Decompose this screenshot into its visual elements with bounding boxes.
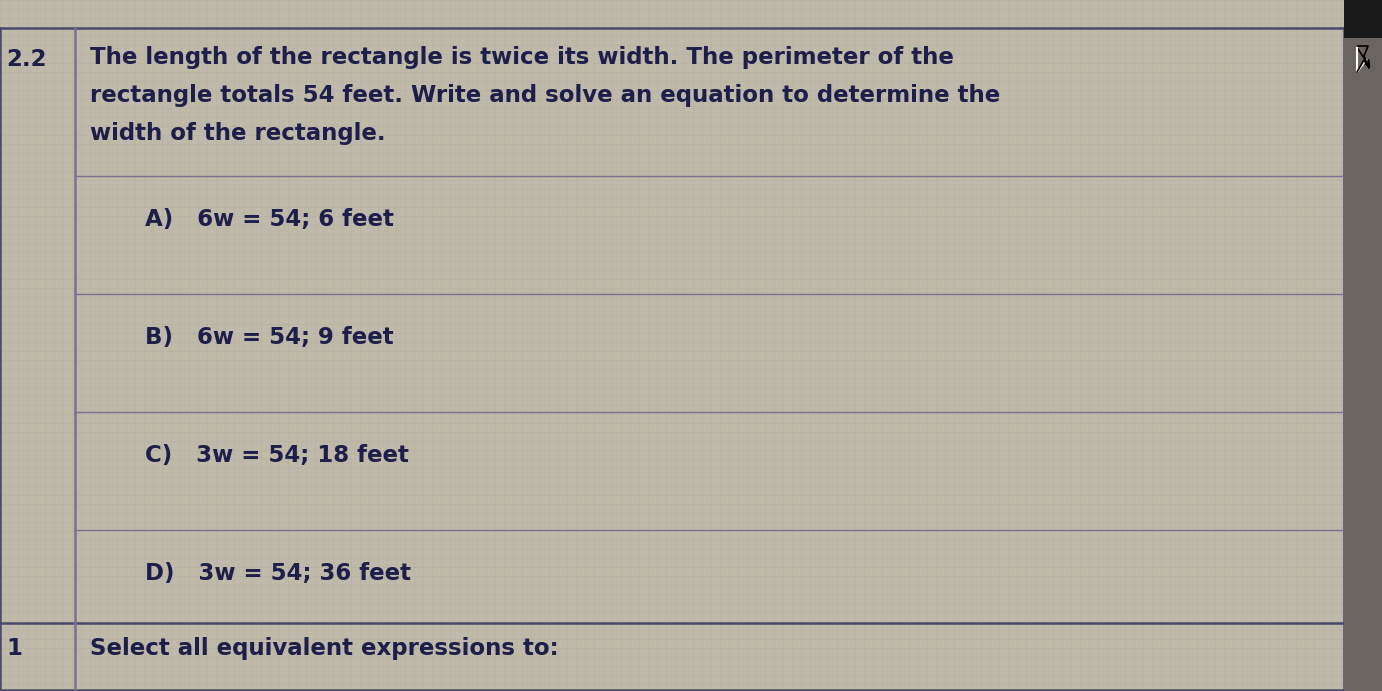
Text: D)   3w = 54; 36 feet: D) 3w = 54; 36 feet	[145, 562, 410, 585]
Text: The length of the rectangle is twice its width. The perimeter of the: The length of the rectangle is twice its…	[90, 46, 954, 69]
Text: A)   6w = 54; 6 feet: A) 6w = 54; 6 feet	[145, 208, 394, 231]
Text: 2.2: 2.2	[6, 48, 47, 71]
Text: 1: 1	[6, 637, 22, 660]
Bar	[1345, 0, 1382, 38]
Text: width of the rectangle.: width of the rectangle.	[90, 122, 386, 145]
Text: rectangle totals 54 feet. Write and solve an equation to determine the: rectangle totals 54 feet. Write and solv…	[90, 84, 1001, 107]
Bar	[1345, 0, 1382, 691]
Text: C)   3w = 54; 18 feet: C) 3w = 54; 18 feet	[145, 444, 409, 467]
Text: B)   6w = 54; 9 feet: B) 6w = 54; 9 feet	[145, 326, 394, 349]
Text: Select all equivalent expressions to:: Select all equivalent expressions to:	[90, 637, 558, 660]
